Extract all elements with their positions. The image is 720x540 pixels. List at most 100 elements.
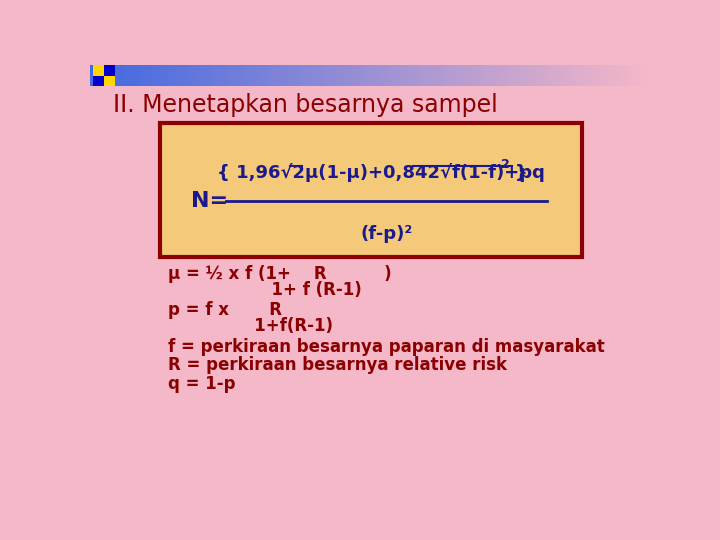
Bar: [277, 65, 281, 86]
Bar: [300, 65, 303, 86]
Bar: [93, 76, 104, 86]
Text: p = f x       R: p = f x R: [168, 301, 282, 319]
Bar: [498, 65, 501, 86]
Bar: [230, 65, 233, 86]
Bar: [587, 65, 590, 86]
Bar: [467, 65, 470, 86]
Bar: [266, 65, 269, 86]
Bar: [126, 65, 130, 86]
Bar: [556, 65, 559, 86]
Bar: [631, 65, 635, 86]
Bar: [472, 65, 476, 86]
Bar: [377, 65, 381, 86]
Bar: [263, 65, 266, 86]
Bar: [104, 65, 114, 76]
Bar: [419, 65, 423, 86]
Text: f = perkiraan besarnya paparan di masyarakat: f = perkiraan besarnya paparan di masyar…: [168, 338, 604, 356]
Bar: [489, 65, 492, 86]
Bar: [344, 65, 348, 86]
Bar: [425, 65, 428, 86]
Bar: [590, 65, 593, 86]
Bar: [196, 65, 199, 86]
Text: q = 1-p: q = 1-p: [168, 375, 235, 393]
Bar: [441, 65, 445, 86]
Bar: [531, 65, 534, 86]
Bar: [163, 65, 166, 86]
Bar: [207, 65, 211, 86]
Bar: [495, 65, 498, 86]
Bar: [562, 65, 565, 86]
Bar: [202, 65, 205, 86]
Bar: [302, 65, 305, 86]
Bar: [528, 65, 531, 86]
Bar: [282, 65, 286, 86]
Bar: [612, 65, 616, 86]
Bar: [405, 65, 409, 86]
Bar: [221, 65, 225, 86]
Bar: [595, 65, 598, 86]
Bar: [190, 65, 194, 86]
Bar: [526, 65, 528, 86]
Bar: [593, 65, 595, 86]
Bar: [333, 65, 336, 86]
Bar: [291, 65, 294, 86]
Bar: [514, 65, 518, 86]
Bar: [539, 65, 543, 86]
Bar: [104, 65, 107, 86]
Bar: [188, 65, 192, 86]
Bar: [224, 65, 228, 86]
Bar: [185, 65, 189, 86]
Bar: [433, 65, 437, 86]
Bar: [369, 65, 372, 86]
Bar: [366, 65, 370, 86]
Bar: [581, 65, 585, 86]
Bar: [447, 65, 451, 86]
Bar: [456, 65, 459, 86]
Bar: [93, 65, 96, 86]
Bar: [402, 65, 406, 86]
Bar: [288, 65, 292, 86]
Bar: [319, 65, 323, 86]
Bar: [386, 65, 390, 86]
Bar: [179, 65, 183, 86]
Bar: [316, 65, 320, 86]
Bar: [572, 65, 576, 86]
Bar: [575, 65, 579, 86]
Bar: [238, 65, 241, 86]
Bar: [358, 65, 361, 86]
Bar: [508, 65, 512, 86]
Bar: [166, 65, 169, 86]
Bar: [389, 65, 392, 86]
Bar: [352, 65, 356, 86]
Bar: [118, 65, 122, 86]
Bar: [243, 65, 247, 86]
Text: { 1,96√2μ(1-μ)+0,842√f(1-f)+pq: { 1,96√2μ(1-μ)+0,842√f(1-f)+pq: [217, 163, 544, 182]
Bar: [453, 65, 456, 86]
Text: μ = ½ x f (1+    R          ): μ = ½ x f (1+ R ): [168, 265, 391, 284]
Bar: [416, 65, 420, 86]
Bar: [235, 65, 238, 86]
FancyBboxPatch shape: [160, 123, 582, 257]
Bar: [101, 65, 104, 86]
Bar: [138, 65, 141, 86]
Text: R = perkiraan besarnya relative risk: R = perkiraan besarnya relative risk: [168, 356, 506, 374]
Bar: [285, 65, 289, 86]
Bar: [550, 65, 554, 86]
Bar: [642, 65, 646, 86]
Bar: [639, 65, 643, 86]
Bar: [394, 65, 397, 86]
Bar: [327, 65, 330, 86]
Bar: [645, 65, 649, 86]
Bar: [520, 65, 523, 86]
Bar: [269, 65, 272, 86]
Bar: [570, 65, 573, 86]
Bar: [218, 65, 222, 86]
Bar: [414, 65, 417, 86]
Bar: [637, 65, 640, 86]
Bar: [609, 65, 613, 86]
Bar: [481, 65, 484, 86]
Text: 1+f(R-1): 1+f(R-1): [168, 317, 333, 335]
Bar: [121, 65, 125, 86]
Bar: [294, 65, 297, 86]
Bar: [623, 65, 626, 86]
